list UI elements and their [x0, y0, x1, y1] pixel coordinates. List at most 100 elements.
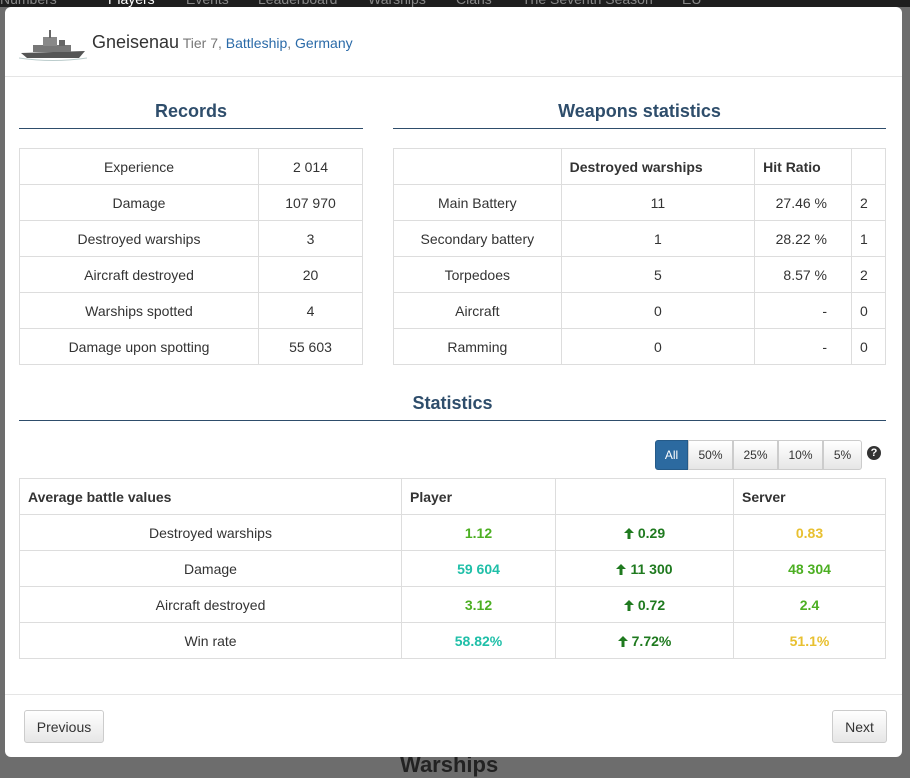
nav-item[interactable]: Clans — [456, 0, 492, 7]
record-label: Destroyed warships — [19, 220, 259, 257]
weapon-cell: 5 — [560, 256, 756, 293]
statistics-table: Average battle values Player Server Destroy… — [19, 478, 886, 659]
weapons-header-row: Destroyed warships Hit Ratio — [393, 148, 886, 185]
ship-nation-link[interactable]: Germany — [295, 35, 353, 51]
statistics-header-row: Average battle values Player Server — [19, 478, 886, 515]
weapon-cell: 2 — [851, 256, 886, 293]
nav-item[interactable]: Players — [108, 0, 155, 7]
filter-button[interactable]: 10% — [778, 440, 823, 470]
weapon-cell: 11 — [560, 184, 756, 221]
record-value: 55 603 — [258, 328, 363, 365]
modal-header: Gneisenau Tier 7, Battleship, Germany — [5, 7, 902, 77]
diff-value: 7.72% — [631, 632, 672, 649]
ship-title: Gneisenau Tier 7, Battleship, Germany — [92, 32, 353, 53]
up-arrow — [617, 635, 628, 647]
record-label: Experience — [19, 148, 259, 185]
ship-name: Gneisenau — [92, 32, 180, 52]
diff-value: 11 300 — [630, 560, 673, 577]
filter-button[interactable]: 5% — [823, 440, 862, 470]
header-cell: Server — [733, 478, 886, 515]
stat-diff: 0.29 — [555, 514, 734, 551]
nav-item[interactable]: Warships — [368, 0, 426, 7]
weapon-cell: Aircraft — [393, 292, 562, 329]
diff-value: 0.29 — [637, 524, 666, 541]
weapon-cell: - — [754, 292, 852, 329]
stat-diff: 0.72 — [555, 586, 734, 623]
weapon-cell: Ramming — [393, 328, 562, 365]
header-cell — [555, 478, 734, 515]
stat-player: 3.12 — [401, 586, 556, 623]
statistics-row: Destroyed warships 1.12 0.29 0.83 — [19, 514, 886, 551]
weapon-row: Aircraft 0-0 — [393, 292, 886, 329]
ship-tier: Tier 7, — [182, 35, 222, 51]
record-row: Damage upon spotting 55 603 — [19, 328, 363, 365]
weapon-cell: 0 — [851, 292, 886, 329]
nav-item[interactable]: The Seventh Season — [522, 0, 653, 7]
header-cell: Average battle values — [19, 478, 402, 515]
header-cell: Hit Ratio — [754, 148, 852, 185]
statistics-row: Aircraft destroyed 3.12 0.72 2.4 — [19, 586, 886, 623]
up-arrow — [623, 599, 634, 611]
record-row: Warships spotted 4 — [19, 292, 363, 329]
nav-item[interactable]: Events — [186, 0, 229, 7]
stat-server: 48 304 — [733, 550, 886, 587]
weapon-cell: 8.57 % — [754, 256, 852, 293]
weapon-row: Ramming 0-0 — [393, 328, 886, 365]
weapon-cell: 28.22 % — [754, 220, 852, 257]
stat-diff: 11 300 — [555, 550, 734, 587]
previous-button[interactable]: Previous — [24, 710, 104, 743]
weapon-cell: 1 — [851, 220, 886, 257]
record-label: Damage upon spotting — [19, 328, 259, 365]
record-value: 107 970 — [258, 184, 363, 221]
weapon-row: Torpedoes 5 8.57 % 2 — [393, 256, 886, 293]
footer-divider — [5, 694, 902, 695]
ship-icon — [19, 30, 87, 61]
weapons-title: Weapons statistics — [393, 101, 886, 129]
filter-button[interactable]: 50% — [688, 440, 733, 470]
weapon-cell: 1 — [560, 220, 756, 257]
records-title: Records — [19, 101, 363, 129]
next-button[interactable]: Next — [832, 710, 887, 743]
stat-player: 1.12 — [401, 514, 556, 551]
ship-class-link[interactable]: Battleship — [225, 35, 288, 51]
statistics-title: Statistics — [19, 393, 886, 421]
record-value: 20 — [258, 256, 363, 293]
stat-label: Win rate — [19, 622, 402, 659]
weapon-cell: 0 — [851, 328, 886, 365]
stat-diff: 7.72% — [555, 622, 734, 659]
header-cell: Player — [401, 478, 556, 515]
weapon-cell: - — [754, 328, 852, 365]
help-icon[interactable]: ? — [867, 446, 881, 460]
record-row: Experience 2 014 — [19, 148, 363, 185]
weapon-cell: 0 — [560, 328, 756, 365]
stat-server: 0.83 — [733, 514, 886, 551]
nav-item[interactable]: Leaderboard — [258, 0, 337, 7]
statistics-row: Damage 59 604 11 300 48 304 — [19, 550, 886, 587]
record-label: Damage — [19, 184, 259, 221]
record-row: Aircraft destroyed 20 — [19, 256, 363, 293]
weapon-cell: Main Battery — [393, 184, 562, 221]
nav-bar: Numbers Players Events Leaderboard Warships C… — [0, 0, 910, 7]
record-label: Aircraft destroyed — [19, 256, 259, 293]
separator: , — [287, 35, 292, 51]
diff-value: 0.72 — [637, 596, 666, 613]
record-value: 3 — [258, 220, 363, 257]
header-cell — [851, 148, 886, 185]
header-cell: Destroyed warships — [560, 148, 756, 185]
weapon-cell: Secondary battery — [393, 220, 562, 257]
stat-player: 58.82% — [401, 622, 556, 659]
nav-item[interactable]: Numbers — [0, 0, 57, 7]
stat-server: 51.1% — [733, 622, 886, 659]
nav-item[interactable]: EU — [682, 0, 701, 7]
stat-player: 59 604 — [401, 550, 556, 587]
filter-button[interactable]: 25% — [733, 440, 778, 470]
weapon-cell: 27.46 % — [754, 184, 852, 221]
records-table: Experience 2 014 Damage 107 970 Destroyed wa… — [19, 148, 363, 365]
weapon-cell: Torpedoes — [393, 256, 562, 293]
record-row: Damage 107 970 — [19, 184, 363, 221]
weapon-row: Secondary battery 1 28.22 % 1 — [393, 220, 886, 257]
header-cell — [393, 148, 562, 185]
filter-button[interactable]: All — [655, 440, 688, 470]
stat-server: 2.4 — [733, 586, 886, 623]
